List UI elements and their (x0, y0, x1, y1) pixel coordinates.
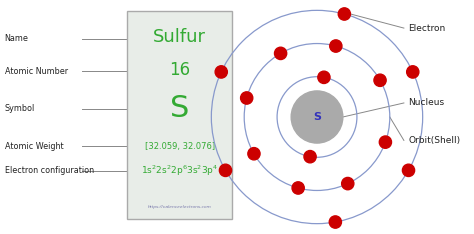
Text: 16: 16 (169, 61, 190, 79)
Text: Atomic Weight: Atomic Weight (5, 142, 64, 151)
Ellipse shape (219, 164, 232, 176)
Text: Atomic Number: Atomic Number (5, 67, 68, 76)
Text: Sulfur: Sulfur (153, 29, 206, 46)
Text: https://valenceelectrons.com: https://valenceelectrons.com (148, 205, 211, 209)
Text: S: S (170, 94, 189, 123)
Text: $\mathregular{1s^22s^22p^63s^23p^4}$: $\mathregular{1s^22s^22p^63s^23p^4}$ (141, 164, 218, 178)
Ellipse shape (291, 91, 343, 143)
Text: Nucleus: Nucleus (409, 99, 445, 107)
Ellipse shape (338, 8, 350, 20)
Ellipse shape (304, 150, 316, 163)
Text: Electron configuration: Electron configuration (5, 166, 94, 175)
Ellipse shape (318, 71, 330, 84)
Ellipse shape (215, 66, 228, 78)
Ellipse shape (374, 74, 386, 86)
Text: Orbit(Shell): Orbit(Shell) (409, 136, 461, 145)
Ellipse shape (407, 66, 419, 78)
Ellipse shape (329, 216, 341, 228)
Ellipse shape (330, 40, 342, 52)
Text: S: S (313, 112, 321, 122)
FancyBboxPatch shape (127, 11, 232, 219)
Text: Electron: Electron (409, 24, 446, 33)
Ellipse shape (292, 182, 304, 194)
Ellipse shape (379, 136, 392, 148)
Ellipse shape (248, 148, 260, 160)
Ellipse shape (402, 164, 415, 176)
Text: Symbol: Symbol (5, 104, 35, 113)
Ellipse shape (241, 92, 253, 104)
Text: Name: Name (5, 34, 28, 43)
Ellipse shape (274, 47, 287, 59)
Text: [32.059, 32.076]: [32.059, 32.076] (145, 142, 215, 151)
Ellipse shape (342, 177, 354, 190)
